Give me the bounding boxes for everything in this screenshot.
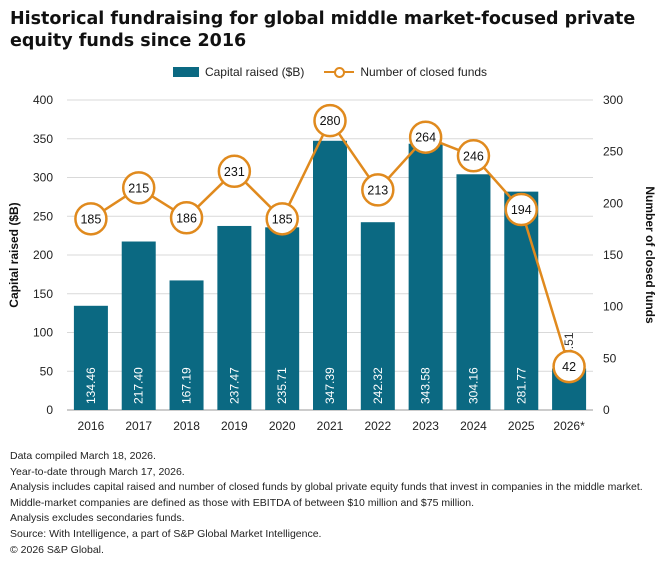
bar [313,140,347,410]
bar-value-label: 235.71 [275,367,289,404]
bar-value-label: 217.40 [132,367,146,404]
note-exclusion: Analysis excludes secondaries funds. [10,512,185,525]
combo-chart: 0 50 100 150 200 250 300 350 400 0 50 100 150 200 250 3… [7,93,657,433]
y-tick-label: 100 [33,326,53,340]
funds-value-label: 185 [272,212,293,226]
legend-item-funds: Number of closed funds [324,65,487,79]
funds-point [408,120,443,154]
bar [408,143,443,410]
y-tick-label: 400 [33,93,53,107]
funds-point [121,171,156,205]
funds-value-label: 280 [320,114,341,128]
note-ytd: Year-to-date through March 17, 2026. [10,465,185,478]
y2-tick-label: 0 [603,403,610,417]
funds-value-label: 185 [80,212,101,226]
x-tick-label: 2023 [412,419,439,433]
y2-tick-label: 300 [603,93,623,107]
funds-value-label: 215 [128,181,149,195]
bar-value-label: 304.16 [466,367,480,404]
bar [121,241,156,410]
note-source: Source: With Intelligence, a part of S&P… [10,527,322,540]
y-tick-label: 0 [46,403,53,417]
bar-value-label: 242.32 [371,367,385,404]
y-tick-label: 150 [33,287,53,301]
y2-tick-label: 100 [603,300,623,314]
bar-value-label: 347.39 [323,367,337,404]
legend-swatch-line [324,66,355,78]
funds-value-label: 42 [562,360,576,374]
funds-value-label: 246 [463,149,484,163]
funds-point [169,201,204,235]
bar [169,280,204,410]
legend-label-funds: Number of closed funds [360,65,488,79]
x-tick-label: 2021 [317,419,344,433]
legend-item-capital: Capital raised ($B) [172,65,305,79]
bar [456,174,491,410]
bar [73,305,108,410]
y-tick-label: 200 [33,248,53,262]
funds-value-label: 264 [415,131,436,145]
funds-point [552,349,586,384]
legend-swatch-bar [172,67,199,77]
y-tick-label: 300 [33,171,53,185]
y-tick-label: 350 [33,132,53,146]
funds-point [313,103,347,138]
note-copyright: © 2026 S&P Global. [10,543,104,556]
x-tick-label: 2024 [460,419,487,433]
x-tick-label: 2020 [269,419,296,433]
funds-value-label: 213 [367,183,388,197]
bar-value-label: 281.77 [514,367,528,404]
legend-label-capital: Capital raised ($B) [204,65,305,79]
bar [265,227,300,410]
x-tick-label: 2018 [173,419,200,433]
note-compiled: Data compiled March 18, 2026. [10,450,156,462]
y2-tick-label: 250 [603,145,623,159]
funds-point [265,202,299,236]
funds-point [456,139,491,173]
x-tick-label: 2025 [508,419,535,433]
funds-value-label: 194 [511,203,532,217]
y2-tick-label: 200 [603,196,623,210]
bar-value-label: 237.47 [227,367,241,404]
y2-axis-title: Number of closed funds [643,186,657,324]
note-analysis: Analysis includes capital raised and num… [10,481,643,494]
bar [504,191,539,410]
x-tick-label: 2019 [221,419,248,433]
x-tick-label: 2016 [78,419,105,433]
funds-point [217,154,252,189]
y2-tick-label: 50 [603,351,617,365]
bar [217,225,252,410]
bar-value-label: 343.58 [419,367,433,404]
footnotes: Data compiled March 18, 2026. Year-to-da… [10,450,650,559]
x-tick-label: 2017 [125,419,152,433]
y-axis-title: Capital raised ($B) [7,202,21,307]
bar-value-label: 134.46 [84,367,98,404]
x-tick-label: 2026* [553,419,585,433]
legend: Capital raised ($B) Number of closed fun… [0,63,660,81]
funds-value-label: 186 [176,211,197,225]
bar [360,222,395,410]
chart-title: Historical fundraising for global middle… [10,9,636,51]
y2-tick-label: 150 [603,248,623,262]
note-definition: Middle-market companies are defined as t… [10,496,474,509]
y-tick-label: 250 [33,209,53,223]
funds-point [361,173,395,207]
funds-value-label: 231 [224,165,245,179]
y-tick-label: 50 [40,364,54,378]
bar-value-label: 167.19 [180,367,194,404]
funds-point [504,192,539,227]
funds-point [74,202,108,236]
x-tick-label: 2022 [364,419,391,433]
